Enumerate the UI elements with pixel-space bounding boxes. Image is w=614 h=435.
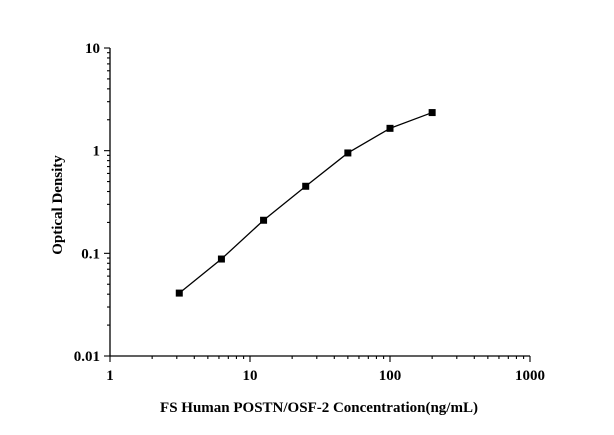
x-tick-label: 1000	[515, 368, 545, 384]
data-point-marker	[217, 255, 225, 263]
tick-marks	[104, 47, 531, 362]
y-tick-label: 0.1	[81, 246, 100, 262]
y-tick-label: 1	[93, 144, 101, 160]
x-axis-title: FS Human POSTN/OSF-2 Concentration(ng/mL…	[160, 400, 478, 416]
x-tick-label: 100	[379, 368, 402, 384]
data-point-marker	[344, 149, 352, 157]
data-point-marker	[428, 109, 436, 117]
y-tick-label: 10	[85, 41, 100, 57]
data-point-marker	[260, 216, 268, 224]
x-tick-label: 10	[243, 368, 258, 384]
data-point-marker	[175, 289, 183, 297]
axes	[109, 48, 530, 357]
series-line	[178, 111, 433, 294]
tick-labels: 1 10 100 1000 0.01 0.1 1 10	[74, 41, 545, 384]
data-point-marker	[302, 182, 310, 190]
y-axis-title: Optical Density	[50, 155, 66, 255]
data-point-marker	[386, 124, 394, 132]
data-series	[175, 109, 436, 297]
y-tick-label: 0.01	[74, 349, 100, 365]
x-tick-label: 1	[106, 368, 114, 384]
